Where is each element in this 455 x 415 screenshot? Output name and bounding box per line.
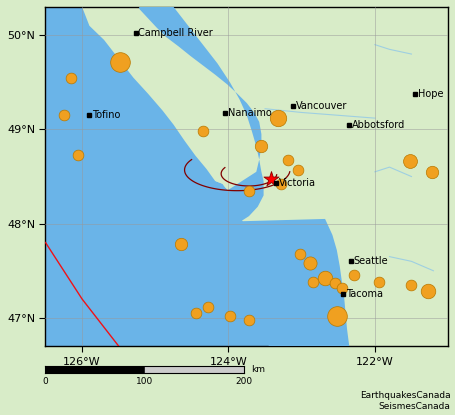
Point <box>199 128 207 134</box>
Text: km: km <box>251 365 265 374</box>
Point <box>428 168 435 175</box>
Point <box>424 288 431 295</box>
Point <box>245 316 253 323</box>
Polygon shape <box>139 7 349 346</box>
Point <box>245 187 253 194</box>
Text: Campbell River: Campbell River <box>138 28 213 38</box>
Point <box>116 58 124 65</box>
Point <box>321 275 329 282</box>
Text: Abbotsford: Abbotsford <box>352 120 405 130</box>
Point <box>338 284 345 291</box>
Point <box>67 74 75 81</box>
Point <box>226 312 233 319</box>
Text: 100: 100 <box>136 377 153 386</box>
Text: EarthquakesCanada
SeismesCanada: EarthquakesCanada SeismesCanada <box>360 391 450 411</box>
Point <box>278 181 285 188</box>
Point <box>267 176 274 183</box>
Point <box>406 157 414 164</box>
Point <box>192 310 199 317</box>
Point <box>307 260 314 266</box>
Text: Seattle: Seattle <box>354 256 388 266</box>
Point <box>297 251 304 257</box>
Polygon shape <box>46 7 280 346</box>
Text: Hope: Hope <box>418 89 444 99</box>
Text: Nanaimo: Nanaimo <box>228 108 272 118</box>
Point <box>60 112 67 119</box>
Point <box>408 281 415 288</box>
Point <box>375 279 382 286</box>
Point <box>204 303 212 310</box>
Point <box>331 280 338 286</box>
Text: 200: 200 <box>235 377 253 386</box>
Text: Victoria: Victoria <box>279 178 316 188</box>
Point <box>294 167 302 173</box>
Text: Tofino: Tofino <box>92 110 121 120</box>
Text: Tacoma: Tacoma <box>346 289 383 299</box>
Text: 0: 0 <box>43 377 48 386</box>
Point <box>351 272 358 279</box>
Point <box>333 312 340 319</box>
Point <box>177 241 185 248</box>
Text: Vancouver: Vancouver <box>296 101 347 111</box>
Point <box>285 156 292 163</box>
Point <box>258 143 265 150</box>
Point <box>75 151 82 158</box>
Point <box>309 279 316 286</box>
Point <box>275 115 282 122</box>
